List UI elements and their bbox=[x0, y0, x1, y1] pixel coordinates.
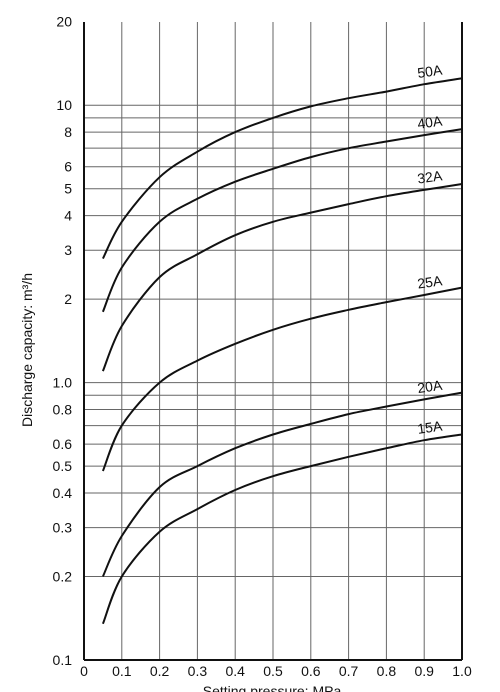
series-label-32a: 32A bbox=[416, 167, 444, 186]
series-curve-50a bbox=[102, 77, 463, 260]
series-curve-32a bbox=[101, 183, 463, 372]
y-tick-label: 3 bbox=[64, 242, 72, 258]
x-tick-label: 0.2 bbox=[150, 663, 170, 679]
y-tick-label: 0.6 bbox=[53, 436, 73, 452]
y-axis-title: Discharge capacity: m³/h bbox=[19, 273, 35, 427]
y-tick-label: 0.8 bbox=[53, 401, 73, 417]
y-axis-ticks: 0.1 0.2 0.3 0.4 0.5 0.6 0.8 1.0 2 3 4 5 6 8 10 20 bbox=[53, 14, 73, 668]
series-curve-20a bbox=[101, 391, 463, 577]
y-tick-label: 20 bbox=[56, 14, 72, 30]
series-curve-40a bbox=[101, 128, 463, 313]
y-tick-label: 1.0 bbox=[53, 375, 73, 391]
x-tick-label: 1.0 bbox=[452, 663, 472, 679]
x-axis-title: Setting pressure: MPa bbox=[203, 683, 342, 692]
x-tick-label: 0.9 bbox=[414, 663, 434, 679]
plot-frame bbox=[83, 22, 463, 661]
x-tick-label: 0.6 bbox=[301, 663, 321, 679]
y-tick-label: 0.3 bbox=[53, 520, 73, 536]
y-tick-label: 0.5 bbox=[53, 458, 73, 474]
y-tick-label: 0.2 bbox=[53, 568, 73, 584]
x-tick-label: 0.4 bbox=[225, 663, 245, 679]
series-label-15a: 15A bbox=[416, 417, 444, 436]
series-label-20a: 20A bbox=[416, 377, 444, 396]
series-labels: 50A 40A 32A 25A 20A 15A bbox=[416, 62, 444, 437]
y-tick-label: 5 bbox=[64, 181, 72, 197]
x-tick-label: 0 bbox=[80, 663, 88, 679]
x-tick-label: 0.7 bbox=[339, 663, 359, 679]
y-tick-label: 10 bbox=[56, 97, 72, 113]
y-tick-label: 0.1 bbox=[53, 652, 73, 668]
y-tick-label: 0.4 bbox=[53, 485, 73, 501]
x-tick-label: 0.5 bbox=[263, 663, 283, 679]
x-tick-label: 0.3 bbox=[188, 663, 208, 679]
y-tick-label: 4 bbox=[64, 208, 72, 224]
series-label-40a: 40A bbox=[416, 112, 444, 131]
x-axis-ticks: 0 0.1 0.2 0.3 0.4 0.5 0.6 0.7 0.8 0.9 1.0 bbox=[80, 663, 472, 679]
series-curve-25a bbox=[101, 286, 463, 472]
x-tick-label: 0.1 bbox=[112, 663, 132, 679]
series-label-25a: 25A bbox=[416, 272, 444, 291]
y-tick-label: 2 bbox=[64, 291, 72, 307]
series-curve-15a bbox=[101, 433, 463, 625]
series-label-50a: 50A bbox=[416, 62, 444, 81]
x-tick-label: 0.8 bbox=[377, 663, 397, 679]
grid-lines bbox=[84, 22, 462, 660]
y-tick-label: 6 bbox=[64, 159, 72, 175]
y-tick-label: 8 bbox=[64, 124, 72, 140]
series-curves bbox=[101, 77, 463, 625]
